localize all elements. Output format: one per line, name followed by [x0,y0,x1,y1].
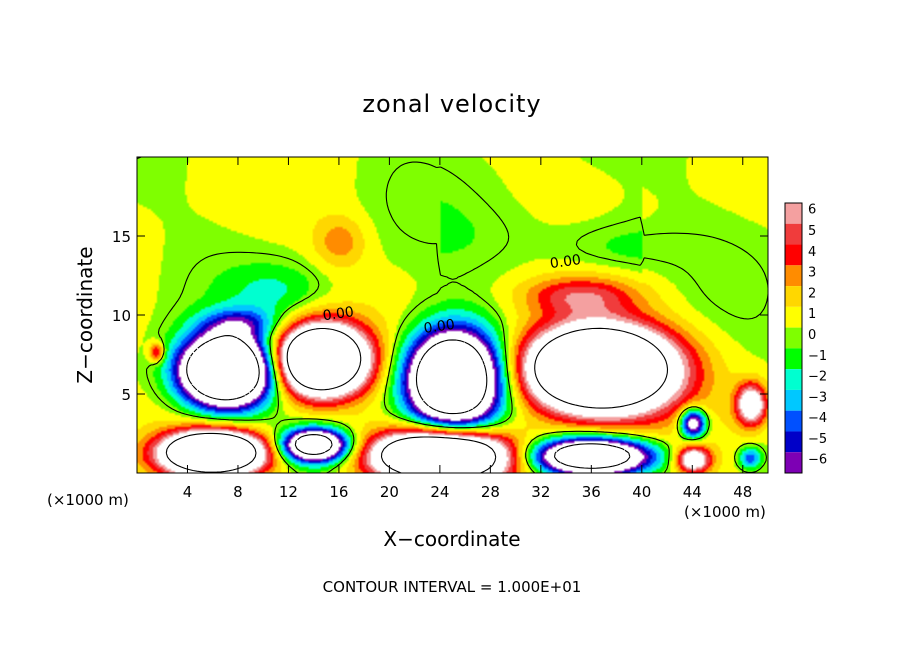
x-tick-label: 24 [430,483,449,501]
x-tick-label: 20 [380,483,399,501]
colorbar-label: −3 [808,390,827,405]
x-axis-ticks: 4 8 12 16 20 24 28 32 36 40 44 48 [183,157,752,501]
colorbar-label: 1 [808,307,816,322]
colorbar-label: 5 [808,224,816,239]
x-tick-label: 28 [481,483,500,501]
colorbar-swatch [785,244,802,266]
contour-interval-note: CONTOUR INTERVAL = 1.000E+01 [323,578,582,596]
contour-line [136,156,769,474]
plot-area: 0.000.000.00 4 8 12 16 20 24 28 32 36 40 44 48 5101… [112,156,769,501]
velocity-field [137,157,768,473]
colorbar-swatch [785,369,802,390]
x-unit-right: (×1000 m) [684,503,766,521]
contour-lines [136,156,769,474]
x-tick-label: 16 [329,483,348,501]
x-tick-label: 8 [233,483,243,501]
x-unit-left: (×1000 m) [47,491,129,509]
x-tick-label: 48 [733,483,752,501]
colorbar-swatch [785,348,802,370]
colorbar-swatch [785,306,802,328]
contour-label: 0.00 [322,304,355,324]
colorbar-swatch [785,327,802,349]
colorbar-label: −2 [808,370,827,385]
contour-label: 0.00 [549,252,582,272]
colorbar-swatch [785,203,802,224]
colorbar-label: 6 [808,202,816,217]
contour-labels: 0.00 0.00 0.00 [322,252,582,337]
y-tick-label: 5 [121,386,131,404]
colorbar-label: −1 [808,349,827,364]
colorbar: 6 5 4 3 2 1 0 −1 −2 −3 −4 −5 −6 [784,202,827,474]
contour-label: 0.00 [423,317,456,337]
x-tick-label: 4 [183,483,193,501]
colorbar-label: −5 [808,432,827,447]
colorbar-swatch [785,431,802,453]
x-tick-label: 40 [632,483,651,501]
colorbar-swatch [785,223,802,245]
contour-line [186,335,631,469]
colorbar-frame [784,202,803,474]
colorbar-swatch [785,452,802,473]
colorbar-label: 2 [808,286,816,301]
colorbar-swatch [785,389,802,411]
x-tick-label: 32 [531,483,550,501]
chart-title: zonal velocity [362,90,541,118]
y-axis-label: Z−coordinate [73,246,97,383]
colorbar-label: 3 [808,266,816,281]
colorbar-label: 4 [808,245,816,260]
y-tick-label: 10 [112,307,131,325]
colorbar-label: −4 [808,411,827,426]
x-tick-label: 44 [683,483,702,501]
colorbar-label: 0 [808,328,816,343]
colorbar-label: −6 [808,453,827,468]
colorbar-swatch [785,286,802,307]
colorbar-swatch [785,265,802,287]
x-tick-label: 36 [582,483,601,501]
contour-line [165,327,669,474]
x-axis-label: X−coordinate [383,527,520,551]
y-axis-ticks: 5 10 15 [112,228,768,404]
y-tick-label: 15 [112,228,131,246]
x-tick-label: 12 [279,483,298,501]
colorbar-swatch [785,410,802,432]
